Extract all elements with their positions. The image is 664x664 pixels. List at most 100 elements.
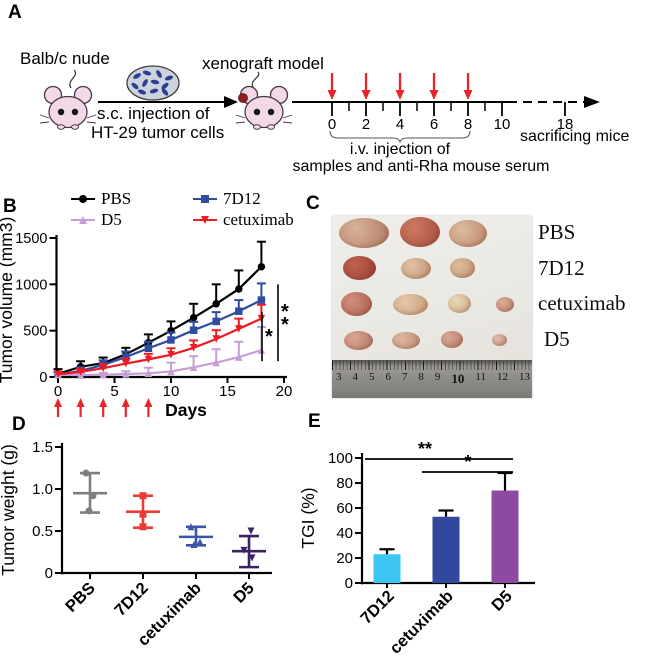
data-point-D5 bbox=[247, 527, 255, 535]
series-marker-PBS bbox=[257, 262, 266, 271]
mouse-eye bbox=[267, 108, 275, 116]
label-lead-line bbox=[69, 69, 76, 89]
y-tick-label: 0 bbox=[45, 565, 53, 582]
data-point-D5 bbox=[240, 546, 248, 554]
x-tick-label: 0 bbox=[54, 383, 62, 400]
series-marker-D5 bbox=[122, 370, 130, 378]
tumor-specimen-cetuximab bbox=[392, 293, 428, 315]
series-marker-cetuximab bbox=[54, 370, 62, 378]
injection-arrowhead bbox=[429, 90, 439, 100]
series-marker-7D12 bbox=[167, 336, 175, 344]
series-marker-7D12 bbox=[122, 353, 130, 361]
cell bbox=[150, 79, 160, 85]
balbc-nude-label: Balb/c nude bbox=[20, 49, 110, 68]
iv-injection-line2: samples and anti-Rha mouse serum bbox=[292, 158, 550, 175]
tumor-specimen-D5 bbox=[441, 330, 463, 348]
legend-marker-triangle-up-icon bbox=[71, 216, 95, 224]
tumor-group-label-cetuximab: cetuximab bbox=[538, 291, 626, 315]
bar-cetuximab bbox=[432, 516, 460, 583]
timeline-tick-label: 10 bbox=[494, 116, 511, 133]
sacrifice-mice-label: sacrificing mice bbox=[520, 128, 630, 145]
mouse-paw bbox=[71, 124, 79, 130]
injection-arrowhead bbox=[327, 90, 337, 100]
mouse-paw bbox=[267, 124, 275, 130]
panel-c-label: C bbox=[306, 193, 320, 214]
ruler-number: 8 bbox=[418, 371, 424, 383]
ruler-number: 11 bbox=[475, 371, 486, 383]
sig-star: * bbox=[464, 452, 471, 472]
sc-injection-line1: s.c. injection of bbox=[97, 104, 210, 123]
series-marker-cetuximab bbox=[99, 364, 107, 372]
y-tick-label: 80 bbox=[336, 475, 353, 492]
timeline-tick-label: 0 bbox=[328, 116, 336, 133]
tumor-specimen-cetuximab bbox=[496, 296, 514, 312]
series-line-cetuximab bbox=[57, 317, 262, 376]
mouse-whisker bbox=[39, 121, 50, 124]
mouse-paw bbox=[253, 124, 261, 130]
mouse-whisker bbox=[86, 121, 97, 124]
tumor-specimen-7D12 bbox=[401, 257, 431, 279]
x-tick-label: 10 bbox=[163, 383, 180, 400]
ruler: 3 4 5 6 7 8 9 10 11 12 13 bbox=[332, 360, 532, 398]
x-category-label: PBS bbox=[62, 579, 99, 616]
timeline-tick-label: 8 bbox=[464, 116, 472, 133]
x-tick-label: 15 bbox=[219, 383, 236, 400]
timeline-tick-label: 4 bbox=[396, 116, 404, 133]
tumor-specimen-cetuximab bbox=[340, 292, 372, 316]
data-point-cetuximab bbox=[190, 540, 198, 548]
label-lead-line bbox=[251, 71, 260, 88]
injection-arrowhead bbox=[121, 398, 130, 407]
y-tick-label: 1.5 bbox=[32, 439, 53, 456]
sig-star: * bbox=[281, 301, 289, 323]
panel-b-legend: PBS 7D12 D5 cetuximab bbox=[70, 189, 294, 230]
mouse-eye bbox=[253, 108, 261, 116]
x-category-label: D5 bbox=[488, 587, 516, 615]
ruler-number: 13 bbox=[518, 371, 530, 383]
legend-item-PBS: PBS bbox=[70, 189, 176, 209]
cell bbox=[142, 70, 152, 76]
injection-arrowhead bbox=[395, 90, 405, 100]
ruler-number: 12 bbox=[496, 371, 508, 383]
ruler-number: 9 bbox=[434, 371, 441, 383]
series-marker-D5 bbox=[167, 367, 175, 376]
tumor-group-label-D5: D5 bbox=[544, 327, 570, 351]
x-tick-label: 20 bbox=[276, 383, 293, 400]
data-point-cetuximab bbox=[196, 538, 204, 546]
bar-7D12 bbox=[373, 554, 401, 583]
cell bbox=[133, 73, 141, 79]
series-marker-cetuximab bbox=[189, 344, 198, 352]
tumor-volume-chart: Tumor volume (mm3) 0 500 1000 1500 0 5 10 15 20 Da… bbox=[0, 217, 293, 420]
y-tick-label: 1.0 bbox=[32, 481, 53, 498]
legend-label: cetuximab bbox=[223, 210, 294, 229]
tumor-specimen-PBS bbox=[449, 219, 487, 247]
y-tick-label: 40 bbox=[336, 525, 353, 542]
legend-item-D5: D5 bbox=[70, 210, 176, 230]
y-axis-label: Tumor weight (g) bbox=[0, 444, 18, 576]
series-marker-D5 bbox=[212, 358, 220, 367]
x-category-label: D5 bbox=[230, 579, 258, 607]
series-marker-D5 bbox=[144, 369, 153, 378]
series-marker-7D12 bbox=[144, 344, 153, 353]
legend-marker-circle-icon bbox=[71, 195, 95, 203]
series-marker-PBS bbox=[212, 300, 220, 308]
series-marker-cetuximab bbox=[122, 359, 130, 368]
series-marker-7D12 bbox=[212, 317, 220, 326]
series-marker-cetuximab bbox=[212, 335, 220, 343]
tumor-specimen-7D12 bbox=[449, 258, 475, 278]
tumor-specimen-PBS bbox=[400, 217, 440, 247]
cell bbox=[149, 88, 159, 94]
sc-arrowhead bbox=[224, 96, 238, 108]
y-tick-label: 100 bbox=[328, 450, 353, 467]
iv-injection-line1: i.v. injection of bbox=[349, 141, 451, 158]
tumor-specimen-cetuximab bbox=[447, 293, 471, 313]
cell bbox=[131, 82, 139, 90]
y-tick-label: 60 bbox=[336, 500, 353, 517]
series-marker-cetuximab bbox=[76, 368, 85, 376]
data-point-D5 bbox=[248, 554, 256, 562]
mouse-whisker bbox=[86, 114, 97, 119]
tumor-group-label-PBS: PBS bbox=[538, 220, 576, 244]
panel-a-schematic: 0 2 4 6 8 10 18 bbox=[39, 65, 600, 144]
series-marker-7D12 bbox=[257, 296, 266, 304]
y-tick-label: 0.5 bbox=[32, 523, 53, 540]
tumor-cells-icon bbox=[126, 65, 180, 101]
